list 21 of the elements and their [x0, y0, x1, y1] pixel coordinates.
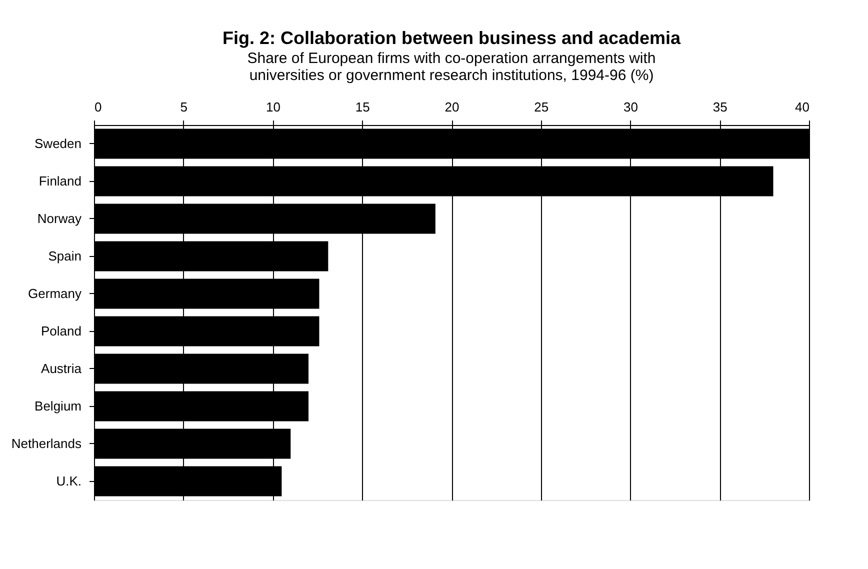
y-tick-label: Finland: [38, 173, 82, 188]
y-tick-label: Sweden: [34, 136, 82, 151]
x-tick-label: 15: [355, 100, 370, 114]
chart-title: Fig. 2: Collaboration between business and academia: [222, 28, 682, 48]
chart-subtitle: Share of European firms with co-operation arrangements with universities or government research institutions, 1994-96 (%): [247, 50, 656, 84]
y-tick-label: Spain: [48, 248, 82, 264]
y-tick-label: Poland: [41, 323, 82, 338]
x-tick-label: 25: [534, 100, 549, 114]
y-tick-label: Norway: [37, 210, 82, 226]
y-tick-label: U.K.: [56, 473, 82, 488]
x-tick-label: 40: [795, 100, 810, 114]
x-tick-label: 10: [266, 100, 280, 114]
x-tick-label: 35: [712, 100, 728, 114]
y-tick-label: Belgium: [34, 398, 82, 414]
x-tick-label: 30: [624, 100, 638, 114]
x-tick-label: 0: [94, 100, 102, 114]
y-tick-label: Netherlands: [11, 436, 82, 451]
y-tick-label: Germany: [28, 286, 82, 301]
x-tick-label: 20: [444, 100, 460, 114]
y-tick-label: Austria: [41, 360, 82, 376]
x-tick-label: 5: [180, 100, 188, 114]
